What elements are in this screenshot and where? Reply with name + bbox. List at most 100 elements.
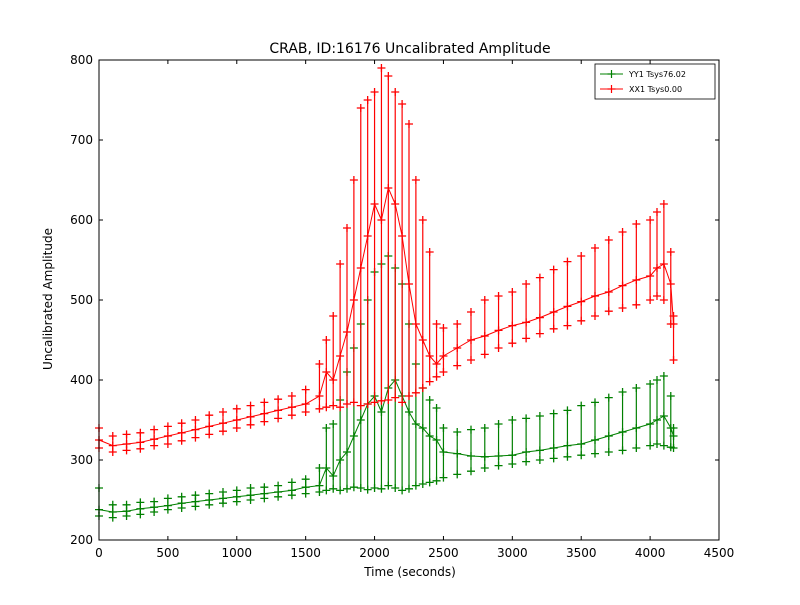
series-2-marker [205, 422, 214, 431]
series-2-marker [163, 432, 172, 440]
series-2-marker [591, 244, 599, 252]
series-1-marker [563, 406, 572, 415]
series-2-marker [391, 88, 400, 96]
series-2-marker [508, 288, 517, 296]
series-1-marker [322, 464, 331, 472]
series-1-marker [432, 476, 441, 485]
series-1-marker [508, 451, 517, 460]
series-1-marker [405, 484, 413, 493]
series-1-marker [535, 412, 544, 420]
series-2-marker [411, 320, 420, 328]
series-1-marker [563, 441, 572, 450]
series-1-marker [411, 420, 420, 428]
series-2-marker [377, 396, 386, 405]
series-1-marker [377, 408, 386, 416]
series-2-marker [177, 428, 186, 437]
series-2-marker [336, 352, 345, 360]
series-2-marker [432, 372, 441, 381]
y-axis-label: Uncalibrated Amplitude [41, 228, 55, 370]
series-1-marker [522, 457, 531, 466]
series-2-marker [432, 320, 441, 328]
x-tick-label: 1000 [222, 546, 253, 560]
series-2-marker [322, 403, 331, 412]
series-1-marker [329, 420, 338, 428]
series-2-marker [604, 307, 613, 316]
series-2-marker [232, 424, 241, 432]
series-1-marker [177, 492, 186, 501]
series-2-marker [274, 406, 283, 415]
series-2-marker [343, 328, 351, 336]
series-2-marker [205, 430, 214, 439]
series-2-marker [522, 280, 531, 288]
series-2-marker [467, 356, 475, 364]
series-2-marker [150, 425, 159, 434]
series-2-marker [563, 257, 572, 266]
series-1-marker [669, 432, 678, 440]
series-2-marker [439, 368, 448, 376]
series-2-marker [370, 398, 379, 407]
series-2-marker [205, 411, 214, 420]
series-1-marker [191, 502, 200, 511]
series-2-marker [405, 392, 413, 400]
series-2-marker [356, 264, 365, 272]
series-2-marker [349, 296, 358, 304]
series-1-marker [646, 420, 655, 428]
series-2-marker [177, 419, 186, 428]
series-1-marker [669, 444, 678, 452]
series-2-marker [508, 321, 517, 330]
series-1-marker [535, 456, 544, 464]
series-1-marker [163, 494, 172, 503]
axes-layer: 0 500 1000 1500 2000 2500 3000 3500 4000 4500 200 3… [70, 53, 734, 560]
series-2-marker [329, 312, 338, 320]
legend-swatch-marker [607, 85, 616, 93]
series-2-marker [535, 313, 544, 322]
series-1-marker [480, 464, 489, 472]
series-2-marker [425, 352, 434, 360]
series-2-marker [418, 216, 427, 224]
series-2-marker [632, 300, 641, 309]
series-1-marker [646, 380, 655, 388]
series-2-marker [377, 216, 386, 224]
series-2-marker [246, 420, 255, 429]
series-2-marker [329, 376, 338, 384]
series-2-marker [453, 344, 462, 352]
series-1-marker [349, 432, 358, 440]
series-2-marker [232, 404, 241, 413]
series-1-marker [522, 414, 531, 423]
series-1-marker [301, 489, 310, 498]
series-1-marker [122, 512, 131, 520]
series-1-marker [453, 449, 462, 458]
series-2-marker [274, 414, 283, 423]
series-2-marker [653, 208, 661, 216]
series-1-marker [467, 467, 475, 476]
legend-box [594, 63, 716, 100]
series-1-marker [425, 396, 434, 404]
series-2-marker [384, 72, 393, 80]
series-2-marker [384, 396, 393, 404]
series-2-marker [549, 308, 558, 316]
series-1-marker [150, 508, 159, 516]
series-1-marker [632, 384, 641, 392]
series-2-marker [577, 252, 586, 260]
series-2-marker [439, 324, 448, 332]
series-1-marker [315, 488, 324, 496]
series-2-marker [618, 304, 627, 312]
series-2-marker [246, 412, 255, 421]
series-2-marker [363, 96, 372, 104]
y-tick-label: 400 [70, 373, 93, 387]
series-1-marker [618, 428, 627, 436]
series-1-marker [453, 470, 462, 479]
series-1-marker [508, 416, 517, 424]
series-1-marker [322, 424, 331, 432]
series-1-marker [232, 486, 241, 495]
series-1-marker [659, 372, 668, 380]
series-1-marker [136, 510, 145, 519]
series-1-marker [632, 444, 641, 452]
series-2-marker [122, 446, 131, 455]
series-2-marker [669, 312, 678, 320]
series-1-marker [653, 440, 661, 448]
x-tick-label: 4000 [635, 546, 666, 560]
series-1-marker [122, 500, 131, 509]
